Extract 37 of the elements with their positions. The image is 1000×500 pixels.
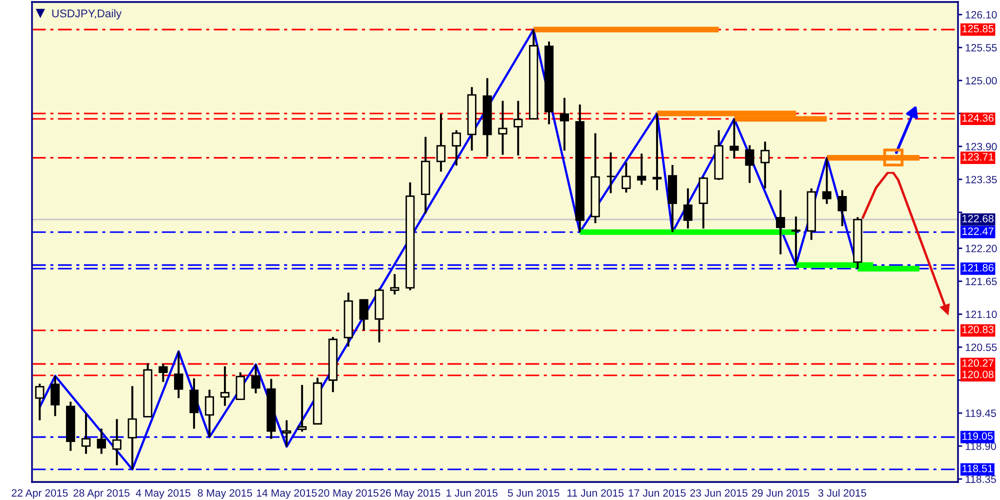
x-tick-label: 22 Apr 2015 — [12, 489, 68, 499]
ref-line-label: 120.83 — [962, 326, 994, 334]
ref-line-label: 122.47 — [962, 227, 994, 235]
y-tick-label: 125.55 — [966, 44, 997, 52]
x-tick-label: 20 May 2015 — [318, 489, 378, 499]
x-tick-label: 8 May 2015 — [198, 489, 252, 499]
ref-line-label: 118.51 — [962, 464, 993, 472]
x-tick-label: 11 Jun 2015 — [567, 489, 624, 497]
y-tick-label: 119.45 — [966, 410, 996, 418]
ref-line-label: 122.68 — [962, 214, 994, 222]
x-tick-label: 23 Jun 2015 — [690, 489, 748, 497]
ref-line-label: 123.71 — [962, 153, 994, 161]
x-tick-label: 14 May 2015 — [256, 489, 317, 499]
ref-line-label: 124.36 — [962, 114, 994, 122]
x-tick-label: 17 Jun 2015 — [628, 489, 686, 497]
x-tick-label: 29 Jun 2015 — [752, 489, 810, 497]
x-tick-label: 4 May 2015 — [136, 489, 190, 499]
x-tick-label: 26 May 2015 — [380, 489, 440, 499]
y-tick-label: 125.00 — [966, 76, 997, 84]
y-tick-label: 122.20 — [966, 244, 997, 252]
y-tick-label: 123.90 — [966, 142, 997, 150]
text: USDJPY,Daily — [52, 9, 122, 20]
x-tick-label: 28 Apr 2015 — [74, 489, 130, 499]
x-tick-label: 3 Jul 2015 — [818, 488, 866, 497]
y-tick-label: 121.65 — [966, 278, 997, 286]
ref-line-label: 119.05 — [962, 432, 993, 440]
ref-line-label: 125.85 — [962, 24, 994, 32]
y-tick-label: 123.35 — [966, 176, 997, 184]
y-tick-label: 126.10 — [966, 11, 997, 19]
y-tick-label: 118.35 — [966, 475, 996, 483]
x-tick-label: 1 Jun 2015 — [446, 489, 498, 497]
ref-line-label: 121.86 — [962, 264, 994, 272]
y-tick-label: 120.55 — [966, 344, 997, 352]
y-tick-label: 121.10 — [966, 310, 997, 318]
x-tick-label: 5 Jun 2015 — [508, 489, 560, 497]
ref-line-label: 120.27 — [962, 359, 994, 367]
ref-line-label: 120.08 — [962, 370, 994, 378]
